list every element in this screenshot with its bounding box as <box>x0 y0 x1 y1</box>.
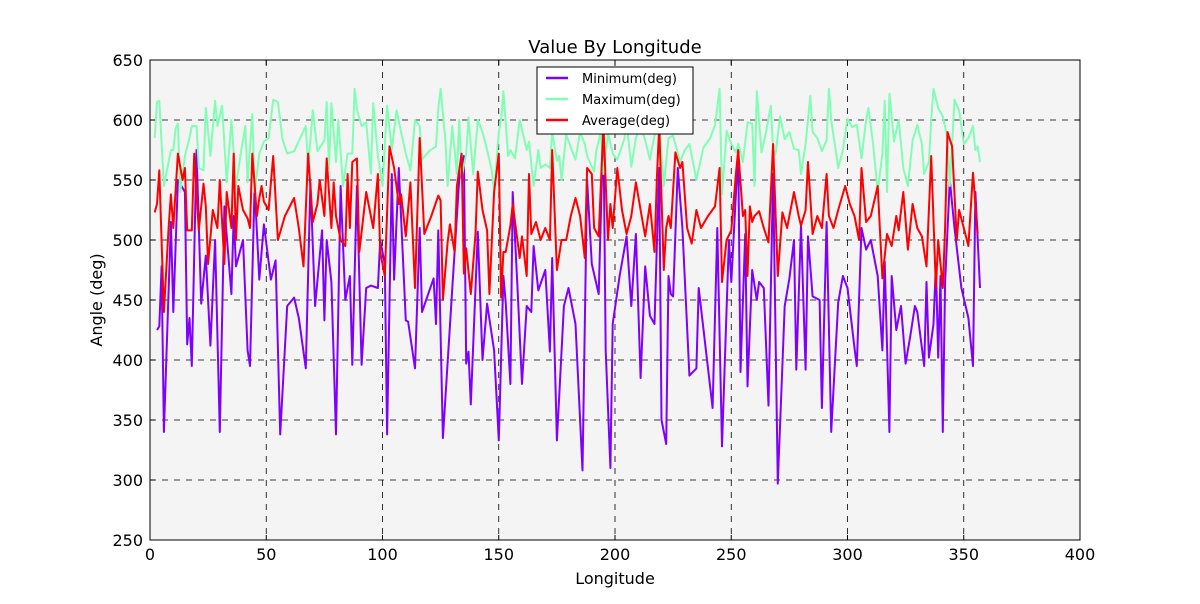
y-tick-label: 400 <box>112 351 143 370</box>
y-tick-label: 250 <box>112 531 143 550</box>
x-tick-label: 250 <box>716 545 747 564</box>
y-tick-label: 500 <box>112 231 143 250</box>
x-tick-label: 50 <box>256 545 276 564</box>
x-tick-label: 350 <box>948 545 979 564</box>
x-tick-label: 400 <box>1065 545 1096 564</box>
x-tick-label: 200 <box>600 545 631 564</box>
legend-label: Minimum(deg) <box>582 72 677 87</box>
legend-label: Maximum(deg) <box>582 93 681 108</box>
grid-lines <box>150 60 1080 540</box>
series-line-minimum <box>156 125 981 485</box>
y-tick-label: 450 <box>112 291 143 310</box>
x-tick-label: 0 <box>145 545 155 564</box>
y-axis-label: Angle (deg) <box>87 253 106 346</box>
x-tick-label: 300 <box>832 545 863 564</box>
legend-label: Average(deg) <box>582 114 670 129</box>
x-tick-label: 100 <box>367 545 398 564</box>
y-tick-label: 550 <box>112 171 143 190</box>
chart-title: Value By Longitude <box>528 37 701 58</box>
series-line-maximum <box>153 87 981 196</box>
y-tick-label: 600 <box>112 111 143 130</box>
y-tick-label: 650 <box>112 51 143 70</box>
series-line-average <box>153 123 979 313</box>
legend: Minimum(deg) Maximum(deg) Average(deg) <box>536 66 694 135</box>
y-tick-label: 350 <box>112 411 143 430</box>
x-tick-label: 150 <box>483 545 514 564</box>
y-tick-label: 300 <box>112 471 143 490</box>
series-lines <box>153 87 981 485</box>
axis-ticks: 0 50 100 150 200 250 300 350 400 250 300 350 400 450 5… <box>112 51 1095 564</box>
x-axis-label: Longitude <box>575 569 655 588</box>
